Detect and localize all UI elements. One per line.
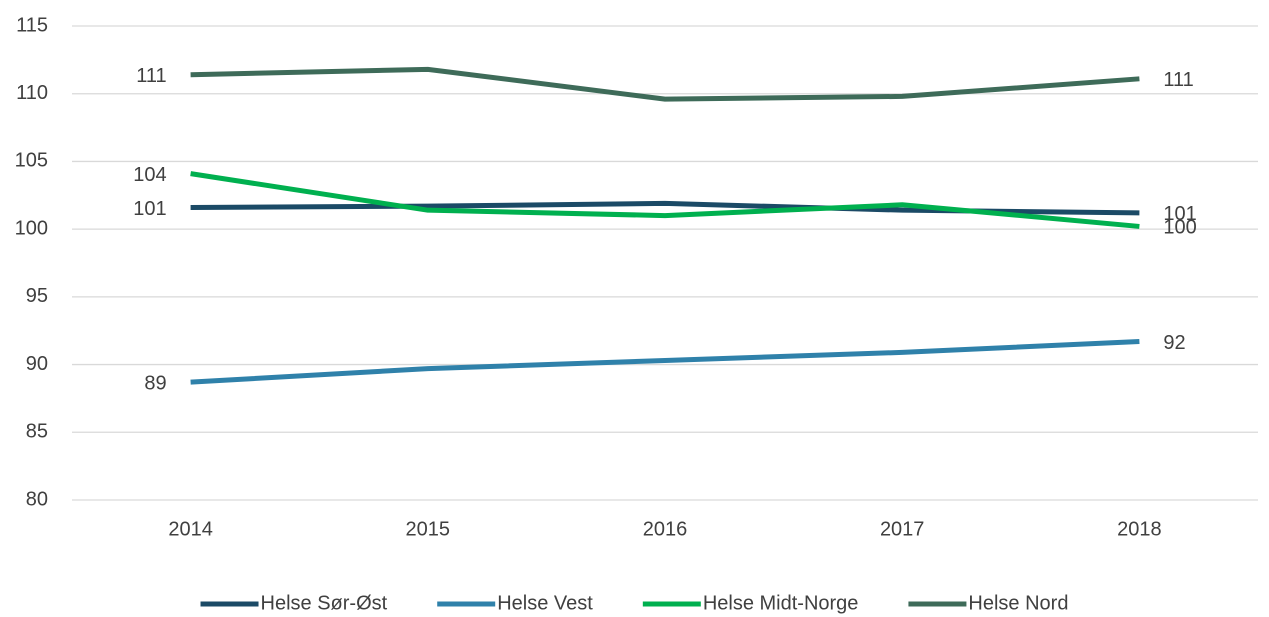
data-label: 92 bbox=[1163, 332, 1185, 354]
data-label: 89 bbox=[144, 372, 166, 394]
y-tick-label: 110 bbox=[16, 82, 48, 104]
data-label: 101 bbox=[1163, 203, 1196, 225]
data-label: 111 bbox=[1163, 69, 1193, 91]
x-tick-label: 2016 bbox=[643, 518, 688, 540]
y-tick-label: 80 bbox=[26, 488, 48, 510]
series-line bbox=[190, 171, 1140, 229]
series-line bbox=[190, 339, 1140, 385]
y-tick-label: 100 bbox=[15, 217, 48, 239]
y-tick-label: 85 bbox=[26, 421, 48, 443]
legend-label: Helse Nord bbox=[968, 592, 1068, 614]
legend-label: Helse Midt-Norge bbox=[703, 592, 859, 614]
data-label: 100 bbox=[1163, 217, 1196, 239]
x-tick-label: 2014 bbox=[168, 518, 213, 540]
data-label: 101 bbox=[133, 198, 166, 220]
data-label: 104 bbox=[133, 164, 166, 186]
series-line bbox=[190, 66, 1140, 102]
data-label: 111 bbox=[136, 65, 166, 87]
y-tick-label: 115 bbox=[16, 14, 48, 36]
y-tick-label: 90 bbox=[26, 353, 48, 375]
x-tick-label: 2015 bbox=[406, 518, 451, 540]
legend-label: Helse Vest bbox=[497, 592, 593, 614]
x-tick-label: 2017 bbox=[880, 518, 925, 540]
legend-label: Helse Sør-Øst bbox=[261, 592, 388, 614]
x-tick-label: 2018 bbox=[1117, 518, 1162, 540]
y-tick-label: 95 bbox=[26, 285, 48, 307]
y-tick-label: 105 bbox=[15, 150, 48, 172]
